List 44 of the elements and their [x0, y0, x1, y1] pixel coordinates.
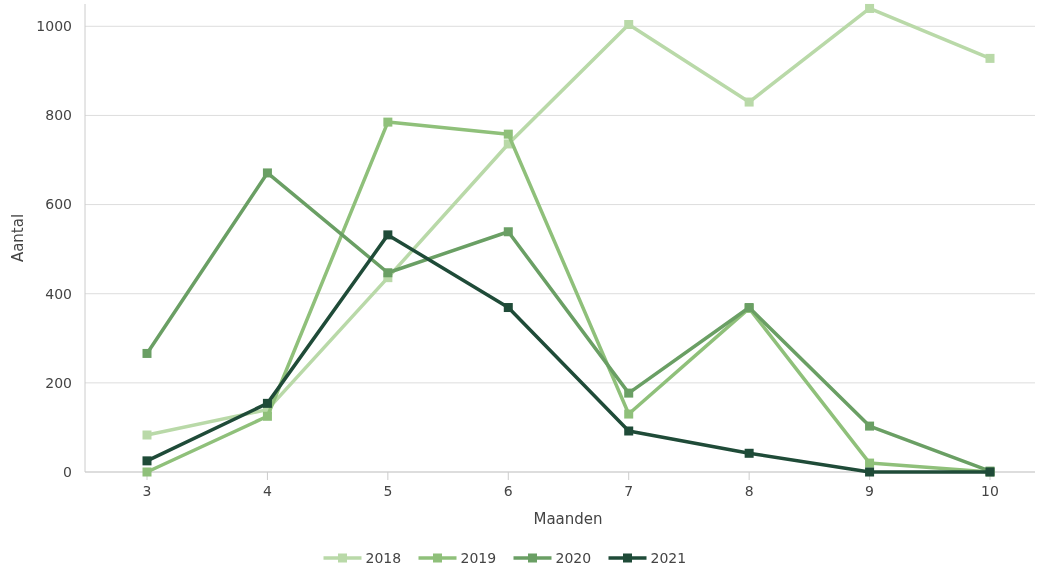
point: [383, 230, 393, 240]
y-tick-label: 800: [45, 107, 72, 124]
x-axis-title: Maanden: [533, 510, 603, 528]
point: [624, 388, 634, 398]
y-tick-label: 1000: [36, 18, 72, 35]
point: [503, 129, 513, 139]
point: [624, 20, 634, 29]
point: [142, 456, 152, 466]
legend-label: 2018: [365, 549, 402, 566]
point: [624, 409, 634, 419]
point: [142, 430, 152, 440]
point: [262, 168, 272, 178]
point: [865, 3, 875, 13]
x-tick-label: 3: [142, 483, 152, 499]
point: [262, 411, 272, 421]
x-tick-label: 8: [744, 483, 754, 499]
point: [142, 348, 152, 358]
point: [142, 467, 152, 477]
point: [865, 458, 875, 468]
point: [262, 398, 272, 408]
point: [503, 303, 513, 313]
x-tick-label: 10: [981, 483, 999, 499]
x-tick-label: 4: [262, 483, 272, 499]
point: [383, 268, 393, 278]
y-axis-title: Aantal: [9, 213, 27, 263]
x-tick-label: 5: [383, 483, 393, 499]
y-tick-label: 600: [45, 196, 72, 213]
x-tick-label: 6: [503, 483, 513, 499]
legend-label: 2020: [555, 549, 592, 566]
point: [503, 227, 513, 237]
legend-label: 2019: [460, 549, 497, 566]
point: [744, 97, 754, 107]
point: [865, 467, 875, 477]
point: [624, 426, 634, 436]
x-tick-label: 7: [624, 483, 634, 499]
point: [383, 117, 393, 127]
legend-label: 2021: [650, 549, 687, 566]
y-tick-label: 0: [63, 463, 72, 480]
y-tick-label: 200: [45, 374, 72, 391]
x-tick-label: 9: [865, 483, 875, 499]
point: [985, 53, 995, 63]
y-tick-label: 400: [45, 285, 72, 302]
point: [865, 421, 875, 431]
point: [744, 448, 754, 458]
